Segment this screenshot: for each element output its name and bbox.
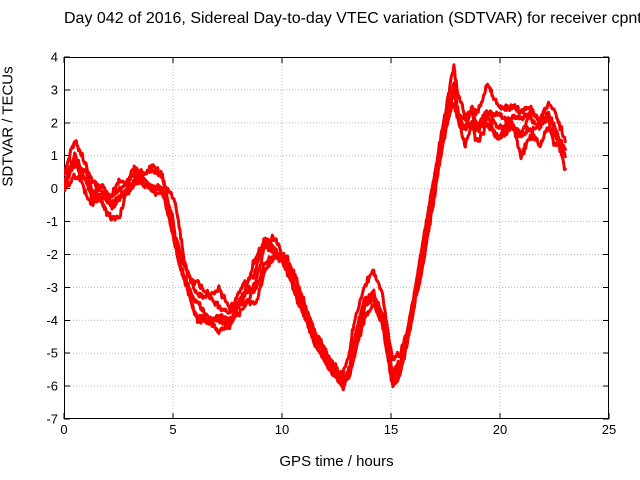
- svg-text:1: 1: [51, 148, 58, 163]
- svg-text:-3: -3: [46, 280, 58, 295]
- svg-text:4: 4: [51, 50, 58, 65]
- svg-text:0: 0: [60, 422, 67, 437]
- svg-text:-4: -4: [46, 313, 58, 328]
- svg-text:5: 5: [169, 422, 176, 437]
- svg-text:25: 25: [602, 422, 616, 437]
- svg-text:10: 10: [275, 422, 289, 437]
- svg-text:-6: -6: [46, 379, 58, 394]
- svg-text:0: 0: [51, 181, 58, 196]
- svg-text:3: 3: [51, 82, 58, 97]
- svg-text:20: 20: [493, 422, 507, 437]
- svg-text:-1: -1: [46, 214, 58, 229]
- svg-text:15: 15: [384, 422, 398, 437]
- svg-text:2: 2: [51, 115, 58, 130]
- svg-text:-2: -2: [46, 247, 58, 262]
- svg-text:-5: -5: [46, 346, 58, 361]
- svg-text:-7: -7: [46, 412, 58, 427]
